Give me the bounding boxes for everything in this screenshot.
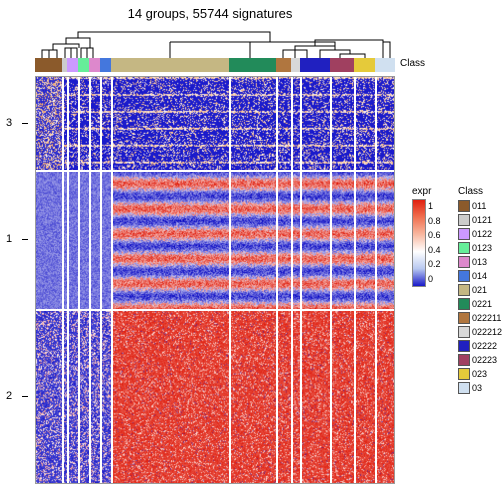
class-legend-row: 011 xyxy=(458,199,502,213)
class-seg-011 xyxy=(35,58,62,72)
class-swatch-label: 02223 xyxy=(472,355,497,365)
expr-tick: 1 xyxy=(428,198,441,213)
row-cluster-labels: 3 1 2 xyxy=(6,76,20,484)
class-swatch-label: 013 xyxy=(472,257,487,267)
class-swatch xyxy=(458,228,470,240)
class-swatch-label: 0221 xyxy=(472,299,492,309)
expr-gradient xyxy=(412,199,426,287)
class-seg-013 xyxy=(89,58,100,72)
class-seg-022212 xyxy=(291,58,300,72)
class-legend-row: 022211 xyxy=(458,311,502,325)
expr-legend-title: expr xyxy=(412,186,456,197)
row-cluster-label: 2 xyxy=(6,390,12,402)
class-swatch-label: 023 xyxy=(472,369,487,379)
class-swatch xyxy=(458,256,470,268)
class-swatch-label: 014 xyxy=(472,271,487,281)
class-swatch xyxy=(458,354,470,366)
class-swatch xyxy=(458,214,470,226)
class-legend-row: 0121 xyxy=(458,213,502,227)
class-swatch-label: 0122 xyxy=(472,229,492,239)
class-seg-03 xyxy=(375,58,395,72)
expr-legend: expr 10.80.60.40.20 xyxy=(412,186,456,287)
class-swatch xyxy=(458,312,470,324)
expr-tick: 0.6 xyxy=(428,227,441,242)
class-legend-row: 021 xyxy=(458,283,502,297)
expr-tick: 0.8 xyxy=(428,213,441,228)
class-swatch xyxy=(458,326,470,338)
class-seg-0123 xyxy=(78,58,89,72)
class-seg-023 xyxy=(354,58,376,72)
class-seg-022211 xyxy=(276,58,290,72)
class-swatch xyxy=(458,298,470,310)
class-swatch xyxy=(458,284,470,296)
class-legend-items: 011 0121 0122 0123 013 014 021 0221 022211 022212… xyxy=(458,199,502,395)
class-legend-row: 02222 xyxy=(458,339,502,353)
expr-tick: 0.4 xyxy=(428,242,441,257)
expr-tick: 0.2 xyxy=(428,256,441,271)
row-cluster-label: 3 xyxy=(6,117,12,129)
class-swatch xyxy=(458,200,470,212)
class-swatch xyxy=(458,368,470,380)
class-swatch-label: 011 xyxy=(472,201,486,211)
class-seg-021 xyxy=(111,58,230,72)
expr-ticks: 10.80.60.40.20 xyxy=(428,198,441,286)
class-legend-row: 013 xyxy=(458,255,502,269)
class-swatch-label: 022212 xyxy=(472,327,502,337)
class-legend-row: 022212 xyxy=(458,325,502,339)
class-legend-row: 023 xyxy=(458,367,502,381)
class-legend-row: 014 xyxy=(458,269,502,283)
class-legend: Class 011 0121 0122 0123 013 014 021 0221 022211… xyxy=(458,186,502,395)
class-swatch-label: 03 xyxy=(472,383,482,393)
class-swatch-label: 022211 xyxy=(472,313,501,323)
class-swatch-label: 02222 xyxy=(472,341,497,351)
class-swatch xyxy=(458,340,470,352)
class-swatch xyxy=(458,270,470,282)
class-swatch-label: 0121 xyxy=(472,215,492,225)
class-bar-label: Class xyxy=(400,58,425,69)
row-cluster-label: 1 xyxy=(6,233,12,245)
class-legend-title: Class xyxy=(458,186,502,197)
class-legend-row: 0122 xyxy=(458,227,502,241)
class-color-bar xyxy=(35,58,395,72)
class-seg-0122 xyxy=(67,58,78,72)
heatmap xyxy=(35,76,395,484)
expr-tick: 0 xyxy=(428,271,441,286)
class-legend-row: 0123 xyxy=(458,241,502,255)
class-seg-02223 xyxy=(330,58,353,72)
column-dendrogram xyxy=(35,28,395,58)
class-legend-row: 0221 xyxy=(458,297,502,311)
class-legend-row: 03 xyxy=(458,381,502,395)
class-swatch xyxy=(458,382,470,394)
class-swatch xyxy=(458,242,470,254)
class-seg-0221 xyxy=(229,58,276,72)
class-swatch-label: 0123 xyxy=(472,243,492,253)
class-seg-02222 xyxy=(300,58,331,72)
class-swatch-label: 021 xyxy=(472,285,487,295)
class-legend-row: 02223 xyxy=(458,353,502,367)
chart-title: 14 groups, 55744 signatures xyxy=(0,6,420,21)
class-seg-014 xyxy=(100,58,111,72)
